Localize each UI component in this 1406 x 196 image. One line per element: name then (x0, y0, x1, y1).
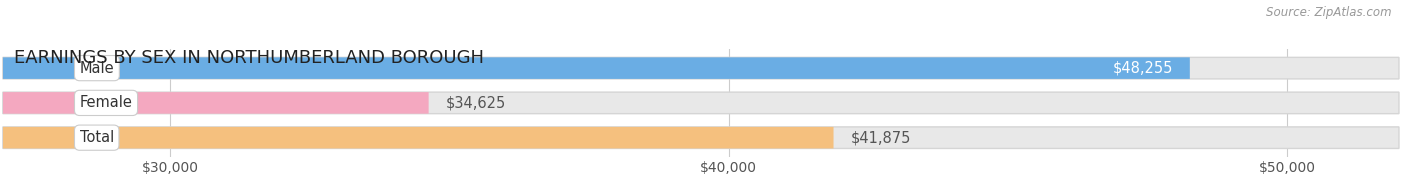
FancyBboxPatch shape (3, 92, 429, 114)
Text: $34,625: $34,625 (446, 95, 506, 110)
Text: Total: Total (80, 130, 114, 145)
Text: $41,875: $41,875 (851, 130, 911, 145)
Text: Female: Female (80, 95, 132, 110)
Text: EARNINGS BY SEX IN NORTHUMBERLAND BOROUGH: EARNINGS BY SEX IN NORTHUMBERLAND BOROUG… (14, 49, 484, 67)
FancyBboxPatch shape (3, 127, 1399, 148)
Text: $48,255: $48,255 (1112, 61, 1173, 76)
FancyBboxPatch shape (3, 57, 1189, 79)
FancyBboxPatch shape (3, 92, 1399, 114)
Text: Source: ZipAtlas.com: Source: ZipAtlas.com (1267, 6, 1392, 19)
FancyBboxPatch shape (3, 57, 1399, 79)
FancyBboxPatch shape (3, 127, 834, 148)
Text: Male: Male (80, 61, 114, 76)
